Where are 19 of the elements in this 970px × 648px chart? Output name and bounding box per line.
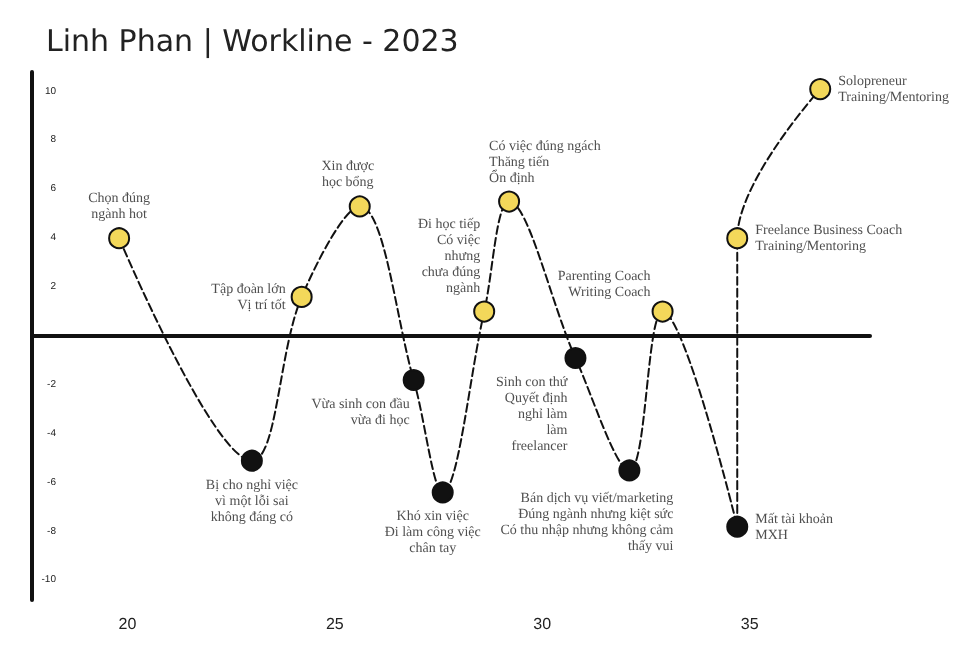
point [240,449,263,472]
point [618,459,641,482]
point [348,195,371,218]
x-tick-label: 25 [325,615,345,633]
point [651,300,674,323]
x-tick-label: 20 [118,615,138,633]
point [498,190,521,213]
x-tick-label: 35 [740,615,760,633]
chart-title: Linh Phan | Workline - 2023 [46,23,459,59]
point [726,227,749,250]
point [108,227,131,250]
x-tick-label: 30 [533,615,553,633]
point [431,481,454,504]
point [473,300,496,323]
point [290,285,313,308]
point [726,515,749,538]
point [809,78,832,101]
point [564,347,587,369]
point [402,369,425,391]
